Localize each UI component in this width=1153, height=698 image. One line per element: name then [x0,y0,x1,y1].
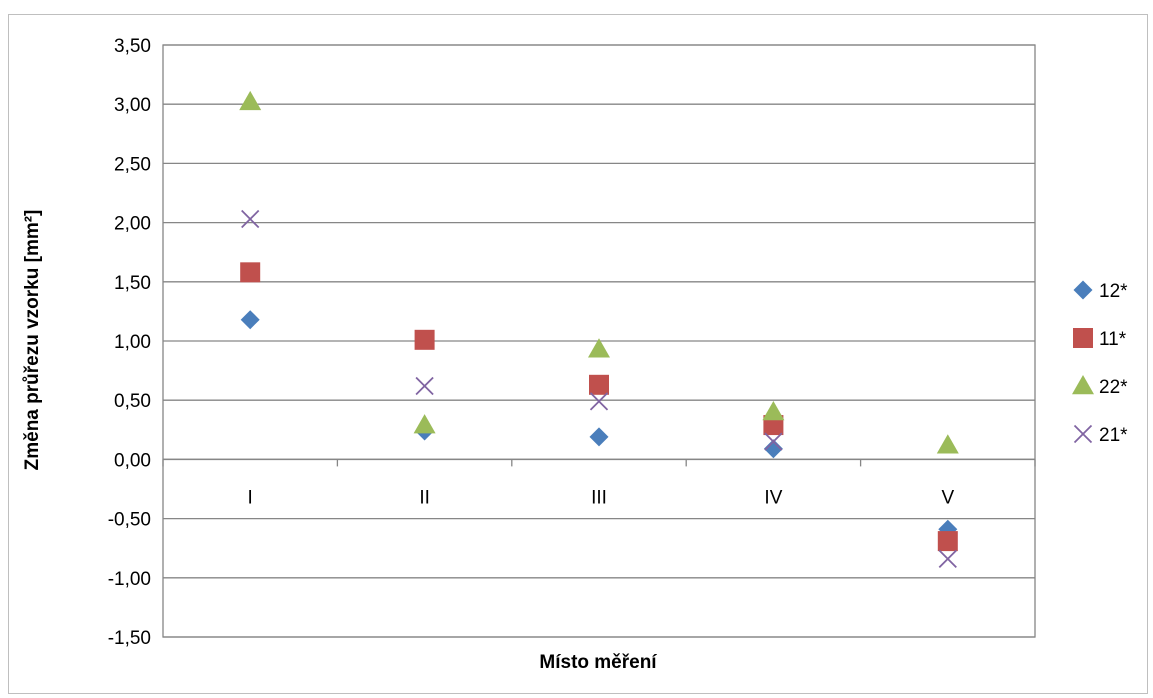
y-tick-label: 3,50 [114,36,151,57]
y-axis-title: Změna průřezu vzorku [mm²] [22,210,43,471]
y-tick-label: -0,50 [108,510,151,531]
data-point-22star [413,414,436,434]
y-tick-label: 1,50 [114,273,151,294]
x-tick-label: II [419,487,430,508]
data-point-12star [589,427,609,447]
y-tick-label: -1,00 [108,569,151,590]
legend-label: 22* [1099,377,1128,398]
y-tick-label: 2,50 [114,154,151,175]
x-axis-title: Místo měření [539,652,657,673]
data-point-22star [588,338,610,358]
data-point-21star [764,432,783,451]
data-point-11star [937,531,958,552]
legend: 12* 11* 22* 21* [1072,280,1128,446]
data-point-21star [241,209,260,229]
y-tick-label: 0,00 [114,450,151,471]
y-tick-label: -1,50 [108,628,151,649]
legend-label: 12* [1099,281,1128,302]
data-point-22star [936,434,959,454]
legend-marker [1073,424,1093,444]
data-point-21star [415,376,434,396]
y-tick-label: 3,00 [114,95,151,116]
data-point-11star [240,262,261,283]
data-point-21star [589,392,609,411]
legend-marker [1073,328,1093,348]
x-tick-label: I [248,487,253,508]
y-tick-labels: 3,50 3,00 2,50 2,00 1,50 1,00 0,50 0,00 -0,50 -1,… [108,36,151,649]
data-point-11star [414,329,435,350]
legend-marker [1072,375,1094,395]
x-tick-label: V [941,487,954,508]
data-point-22star [762,401,785,421]
data-point-12star [240,310,260,330]
x-tick-label: IV [764,487,782,508]
data-point-11star [589,374,609,395]
x-tick-labels: I II III IV V [248,487,955,508]
plot-area [162,44,1036,638]
data-point-22star [239,90,262,111]
data-point-21star [938,549,957,568]
legend-marker [1073,280,1093,300]
legend-label: 11* [1099,329,1127,350]
y-tick-label: 1,00 [114,332,151,353]
data-points [239,90,959,568]
data-point-12star [763,439,783,459]
x-tick-label: III [591,487,607,508]
y-tick-label: 2,00 [114,214,151,235]
legend-label: 21* [1099,425,1128,446]
axes [162,44,1036,638]
chart-frame [8,14,1148,694]
y-tick-label: 0,50 [114,391,151,412]
